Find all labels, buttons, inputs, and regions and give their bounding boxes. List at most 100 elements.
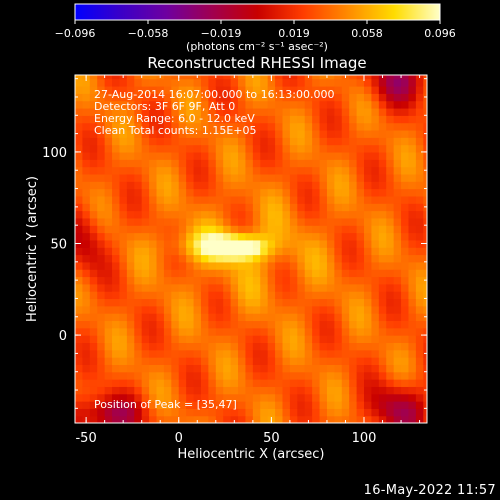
heatmap-cell bbox=[230, 129, 239, 138]
heatmap-cell bbox=[386, 239, 395, 248]
heatmap-cell bbox=[386, 313, 395, 322]
heatmap-cell bbox=[193, 364, 202, 373]
heatmap-cell bbox=[319, 203, 328, 212]
heatmap-cell bbox=[89, 393, 98, 402]
heatmap-cell bbox=[319, 239, 328, 248]
heatmap-cell bbox=[186, 320, 195, 329]
heatmap-cell bbox=[208, 254, 217, 263]
heatmap-cell bbox=[141, 203, 150, 212]
heatmap-cell bbox=[378, 217, 387, 226]
heatmap-cell bbox=[163, 393, 172, 402]
heatmap-cell bbox=[356, 93, 365, 102]
heatmap-cell bbox=[289, 78, 298, 87]
heatmap-cell bbox=[245, 93, 254, 102]
heatmap-cell bbox=[334, 320, 343, 329]
heatmap-cell bbox=[356, 85, 365, 94]
heatmap-cell bbox=[89, 239, 98, 248]
heatmap-cell bbox=[326, 85, 335, 94]
heatmap-cell bbox=[289, 371, 298, 380]
heatmap-cell bbox=[423, 232, 427, 241]
heatmap-cell bbox=[415, 210, 424, 219]
heatmap-cell bbox=[193, 85, 202, 94]
heatmap-cell bbox=[104, 195, 113, 204]
heatmap-cell bbox=[393, 261, 402, 270]
heatmap-cell bbox=[267, 107, 276, 116]
heatmap-cell bbox=[186, 203, 195, 212]
heatmap-cell bbox=[112, 210, 121, 219]
heatmap-cell bbox=[156, 342, 165, 351]
heatmap-cell bbox=[89, 408, 98, 417]
heatmap-cell bbox=[341, 225, 350, 234]
heatmap-cell bbox=[141, 195, 150, 204]
heatmap-cell bbox=[149, 327, 158, 336]
heatmap-cell bbox=[238, 357, 247, 365]
heatmap-cell bbox=[171, 75, 180, 80]
heatmap-cell bbox=[408, 313, 417, 322]
heatmap-cell bbox=[215, 129, 224, 138]
heatmap-cell bbox=[97, 122, 106, 131]
heatmap-cell bbox=[89, 283, 98, 292]
heatmap-cell bbox=[326, 247, 335, 256]
heatmap-cell bbox=[282, 298, 291, 307]
heatmap-cell bbox=[378, 173, 387, 182]
heatmap-cell bbox=[304, 298, 313, 307]
heatmap-cell bbox=[75, 320, 84, 329]
heatmap-cell bbox=[304, 173, 313, 182]
heatmap-cell bbox=[223, 261, 232, 270]
y-tick-label: 0 bbox=[59, 329, 67, 344]
heatmap-cell bbox=[223, 195, 232, 204]
heatmap-cell bbox=[289, 415, 298, 423]
heatmap-cell bbox=[163, 225, 172, 234]
heatmap-cell bbox=[104, 298, 113, 307]
heatmap-cell bbox=[149, 269, 158, 278]
heatmap-cell bbox=[134, 283, 143, 292]
heatmap-cell bbox=[356, 129, 365, 138]
heatmap-cell bbox=[312, 415, 321, 423]
heatmap-cell bbox=[312, 379, 321, 387]
heatmap-cell bbox=[200, 239, 209, 248]
heatmap-cell bbox=[89, 195, 98, 204]
heatmap-cell bbox=[371, 357, 380, 365]
heatmap-cell bbox=[163, 75, 172, 80]
heatmap-cell bbox=[356, 298, 365, 307]
heatmap-cell bbox=[378, 129, 387, 138]
y-axis-label: Heliocentric Y (arcsec) bbox=[25, 176, 40, 322]
heatmap-cell bbox=[141, 232, 150, 241]
heatmap-cell bbox=[282, 78, 291, 87]
heatmap-cell bbox=[126, 129, 135, 138]
heatmap-cell bbox=[364, 217, 373, 226]
heatmap-cell bbox=[378, 107, 387, 116]
heatmap-cell bbox=[186, 254, 195, 263]
heatmap-cell bbox=[349, 75, 358, 80]
heatmap-cell bbox=[97, 159, 106, 168]
heatmap-cell bbox=[134, 276, 143, 285]
heatmap-cell bbox=[126, 100, 135, 109]
heatmap-cell bbox=[371, 173, 380, 182]
heatmap-cell bbox=[371, 379, 380, 387]
heatmap-cell bbox=[356, 327, 365, 336]
heatmap-cell bbox=[326, 144, 335, 153]
heatmap-cell bbox=[334, 261, 343, 270]
heatmap-cell bbox=[230, 232, 239, 241]
heatmap-cell bbox=[215, 357, 224, 365]
heatmap-cell bbox=[112, 364, 121, 373]
heatmap-cell bbox=[341, 371, 350, 380]
heatmap-cell bbox=[415, 217, 424, 226]
heatmap-cell bbox=[134, 247, 143, 256]
heatmap-cell bbox=[200, 100, 209, 109]
heatmap-cell bbox=[275, 364, 284, 373]
heatmap-cell bbox=[326, 75, 335, 80]
heatmap-cell bbox=[349, 129, 358, 138]
heatmap-cell bbox=[171, 137, 180, 146]
heatmap-cell bbox=[82, 188, 91, 197]
heatmap-cell bbox=[82, 151, 91, 160]
heatmap-cell bbox=[223, 283, 232, 292]
heatmap-cell bbox=[401, 327, 410, 336]
heatmap-cell bbox=[245, 276, 254, 285]
heatmap-cell bbox=[119, 107, 128, 116]
heatmap-cell bbox=[186, 75, 195, 80]
heatmap-cell bbox=[215, 203, 224, 212]
heatmap-cell bbox=[275, 342, 284, 351]
heatmap-cell bbox=[238, 342, 247, 351]
heatmap-cell bbox=[415, 181, 424, 190]
